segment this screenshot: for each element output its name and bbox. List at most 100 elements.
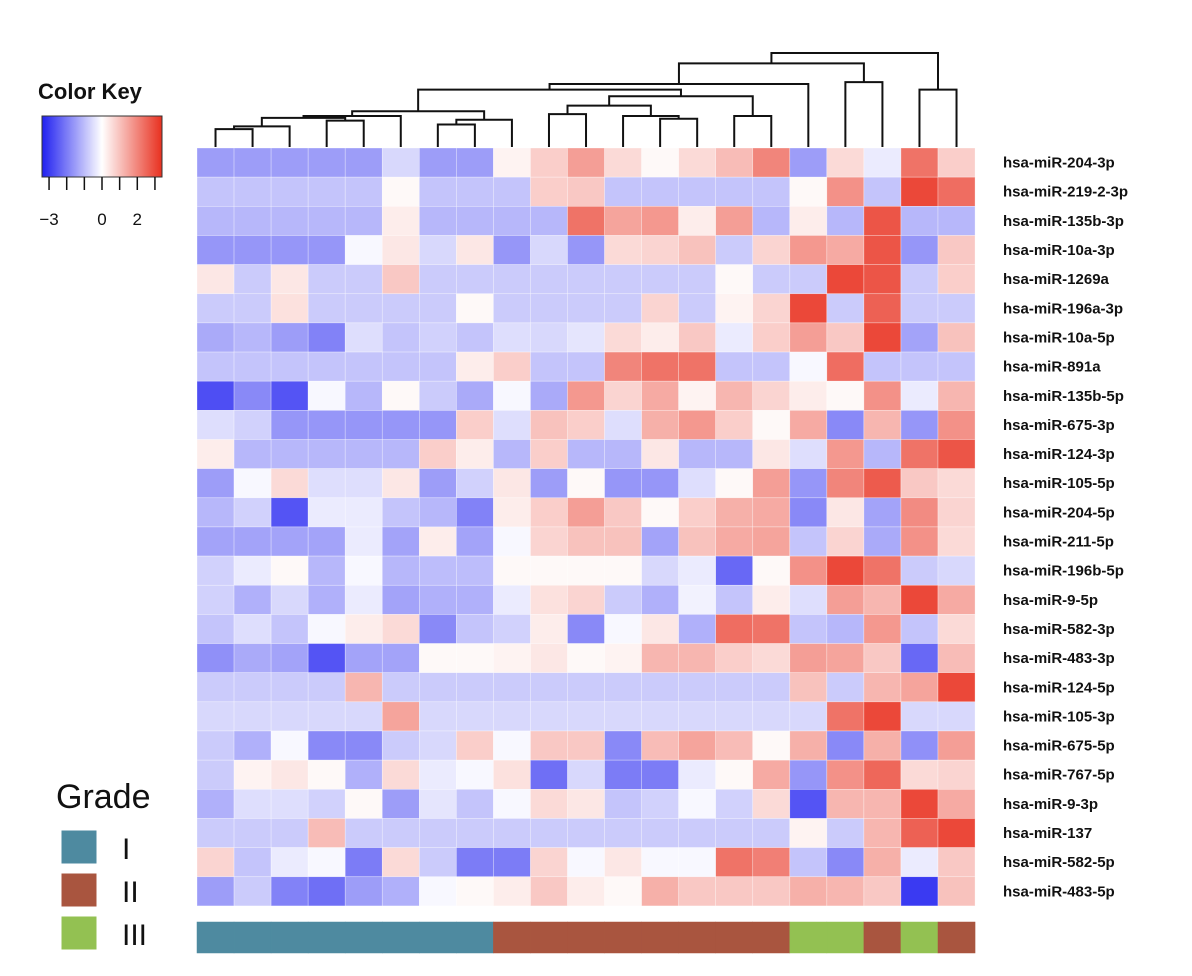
heatmap-cell bbox=[493, 788, 531, 819]
heatmap-cell bbox=[678, 176, 717, 207]
heatmap-cell bbox=[233, 788, 272, 819]
heatmap-cell bbox=[715, 847, 754, 878]
heatmap-cell bbox=[418, 614, 457, 644]
row-label: hsa-miR-10a-3p bbox=[1003, 242, 1115, 259]
heatmap-cell bbox=[752, 293, 791, 324]
heatmap-cell bbox=[826, 206, 865, 236]
heatmap-cell bbox=[381, 876, 420, 907]
heatmap-cell bbox=[900, 322, 939, 353]
heatmap-cell bbox=[456, 497, 494, 528]
heatmap-cell bbox=[381, 497, 420, 528]
dendrogram-branch bbox=[260, 116, 347, 127]
color-key-tick-label: 0 bbox=[97, 210, 106, 229]
heatmap-cell bbox=[678, 380, 717, 411]
heatmap-cell bbox=[233, 614, 272, 644]
heatmap-cell bbox=[678, 614, 717, 644]
heatmap-cell bbox=[344, 439, 383, 469]
heatmap-cell bbox=[826, 788, 865, 819]
heatmap-cell bbox=[715, 235, 754, 265]
heatmap-cell bbox=[196, 759, 235, 790]
heatmap-cell bbox=[826, 147, 865, 178]
heatmap-cell bbox=[826, 293, 865, 324]
heatmap-cell bbox=[307, 264, 346, 295]
heatmap-cell bbox=[715, 526, 754, 557]
heatmap-cell bbox=[678, 147, 717, 178]
heatmap-cell bbox=[418, 759, 457, 790]
heatmap-cell bbox=[196, 468, 235, 499]
heatmap-cell bbox=[530, 176, 568, 207]
heatmap-cell bbox=[493, 818, 531, 848]
heatmap-cell bbox=[344, 468, 383, 499]
heatmap-cell bbox=[307, 293, 346, 324]
heatmap-cell bbox=[456, 847, 494, 878]
heatmap-cell bbox=[789, 672, 828, 703]
heatmap-cell bbox=[418, 293, 457, 324]
heatmap-cell bbox=[678, 584, 717, 615]
heatmap-cell bbox=[604, 380, 642, 411]
heatmap-cell bbox=[418, 176, 457, 207]
row-label: hsa-miR-204-5p bbox=[1003, 504, 1115, 521]
dendrogram-branch bbox=[214, 128, 254, 147]
heatmap-cell bbox=[381, 643, 420, 673]
heatmap-cell bbox=[641, 555, 679, 586]
heatmap-cell bbox=[567, 206, 605, 236]
heatmap-cell bbox=[344, 818, 383, 848]
heatmap-cell bbox=[678, 410, 717, 440]
heatmap-cell bbox=[863, 147, 902, 178]
heatmap-cell bbox=[937, 439, 976, 469]
heatmap-cell bbox=[233, 759, 272, 790]
heatmap-cell bbox=[196, 876, 235, 907]
dendrogram-branch bbox=[547, 113, 588, 147]
heatmap-cell bbox=[789, 643, 828, 673]
heatmap-cell bbox=[752, 701, 791, 732]
heatmap-cell bbox=[233, 176, 272, 207]
heatmap-cell bbox=[826, 818, 865, 848]
heatmap-cell bbox=[456, 876, 494, 907]
heatmap-cell bbox=[270, 701, 309, 732]
heatmap-cell bbox=[900, 555, 939, 586]
heatmap-cell bbox=[900, 701, 939, 732]
heatmap-cell bbox=[863, 555, 902, 586]
grade-bar-cell bbox=[604, 921, 642, 954]
heatmap-cell bbox=[900, 410, 939, 440]
heatmap-cell bbox=[493, 264, 531, 295]
heatmap-cell bbox=[789, 555, 828, 586]
heatmap-cell bbox=[641, 176, 679, 207]
heatmap-cell bbox=[567, 235, 605, 265]
heatmap-cell bbox=[641, 380, 679, 411]
heatmap-cell bbox=[567, 380, 605, 411]
heatmap-cell bbox=[307, 410, 346, 440]
heatmap-cell bbox=[863, 847, 902, 878]
heatmap-cell bbox=[381, 468, 420, 499]
heatmap-cell bbox=[344, 380, 383, 411]
heatmap-cell bbox=[270, 410, 309, 440]
heatmap-cell bbox=[789, 876, 828, 907]
heatmap-cell bbox=[863, 788, 902, 819]
heatmap-cell bbox=[530, 235, 568, 265]
heatmap-cell bbox=[604, 701, 642, 732]
heatmap-cell bbox=[826, 264, 865, 295]
heatmap-cell bbox=[937, 264, 976, 295]
heatmap-cell bbox=[381, 759, 420, 790]
heatmap-cell bbox=[344, 235, 383, 265]
grade-bar-cell bbox=[493, 921, 531, 954]
heatmap-cell bbox=[826, 468, 865, 499]
heatmap-cell bbox=[937, 468, 976, 499]
heatmap-cell bbox=[456, 730, 494, 761]
heatmap-cell bbox=[493, 584, 531, 615]
color-key: Color Key −3 0 2 bbox=[38, 79, 163, 229]
grade-bar-cell bbox=[419, 921, 457, 954]
grade-bar-cell bbox=[641, 921, 679, 954]
heatmap-cell bbox=[567, 759, 605, 790]
heatmap-cell bbox=[789, 701, 828, 732]
heatmap-cell bbox=[567, 643, 605, 673]
heatmap-cell bbox=[233, 351, 272, 382]
heatmap-cell bbox=[418, 439, 457, 469]
heatmap-cell bbox=[900, 439, 939, 469]
heatmap-cell bbox=[344, 788, 383, 819]
heatmap-cell bbox=[456, 293, 494, 324]
heatmap-cell bbox=[715, 614, 754, 644]
grade-bar-cell bbox=[456, 921, 494, 954]
heatmap-cell bbox=[493, 730, 531, 761]
heatmap-cell bbox=[530, 614, 568, 644]
